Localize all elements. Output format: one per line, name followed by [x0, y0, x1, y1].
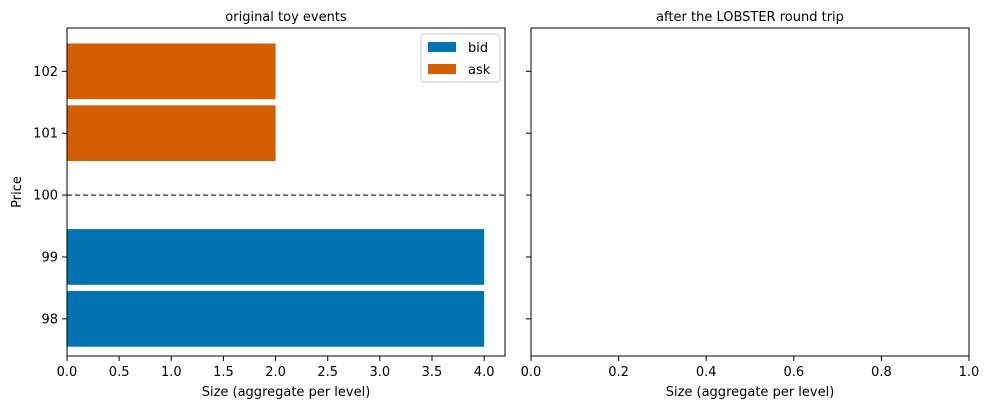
left-x-tick-label: 3.5	[422, 365, 443, 380]
legend-label-bid: bid	[468, 41, 488, 56]
left-x-tick-label: 2.5	[317, 365, 338, 380]
right-x-axis-ticks: 0.0 0.2 0.4 0.6 0.8 1.0	[521, 356, 980, 380]
left-plot-frame	[66, 27, 506, 357]
left-y-tick-label: 98	[41, 312, 58, 327]
left-x-tick-label: 2.0	[265, 365, 286, 380]
bar-bid-98	[67, 291, 485, 347]
right-x-axis-label: Size (aggregate per level)	[666, 385, 835, 400]
left-x-tick-label: 1.0	[161, 365, 182, 380]
legend-swatch-bid	[428, 42, 456, 52]
left-y-tick-label: 99	[41, 250, 58, 265]
left-y-tick-label: 101	[33, 127, 58, 142]
left-x-axis-ticks: 0.0 0.5 1.0 1.5 2.0 2.5 3.0 3.5 4.0	[57, 356, 495, 380]
legend-swatch-ask	[428, 64, 456, 74]
right-x-tick-label: 0.6	[783, 365, 804, 380]
left-x-tick-label: 4.0	[474, 365, 495, 380]
right-y-axis-ticks	[526, 70, 531, 320]
legend-label-ask: ask	[468, 63, 491, 78]
left-y-tick-label: 102	[33, 65, 58, 80]
bar-ask-102	[67, 43, 276, 100]
left-x-tick-label: 3.0	[370, 365, 391, 380]
right-plot-frame	[530, 27, 970, 357]
bar-ask-101	[67, 105, 276, 162]
left-y-tick-label: 100	[33, 189, 58, 204]
left-bars-group	[67, 43, 485, 347]
right-x-tick-label: 0.8	[871, 365, 892, 380]
left-x-axis-label: Size (aggregate per level)	[202, 385, 371, 400]
panel-right: after the LOBSTER round trip 0.0 0.2 0.4 0.…	[521, 10, 980, 400]
left-x-tick-label: 1.5	[213, 365, 234, 380]
left-y-axis-label: Price	[10, 176, 25, 208]
right-x-tick-label: 0.2	[608, 365, 629, 380]
right-x-tick-label: 0.4	[696, 365, 717, 380]
right-title: after the LOBSTER round trip	[656, 10, 844, 25]
left-x-tick-label: 0.0	[57, 365, 78, 380]
legend: bid ask	[420, 33, 501, 83]
left-title: original toy events	[225, 10, 347, 25]
left-y-axis-ticks: 98 99 100 101 102	[33, 65, 67, 327]
right-x-tick-label: 1.0	[959, 365, 980, 380]
right-x-tick-label: 0.0	[521, 365, 542, 380]
left-x-tick-label: 0.5	[109, 365, 130, 380]
panel-left: original toy events 0.0 0.5 1.0 1.5 2.0 2.5 3.…	[10, 10, 506, 400]
bar-bid-99	[67, 229, 485, 285]
